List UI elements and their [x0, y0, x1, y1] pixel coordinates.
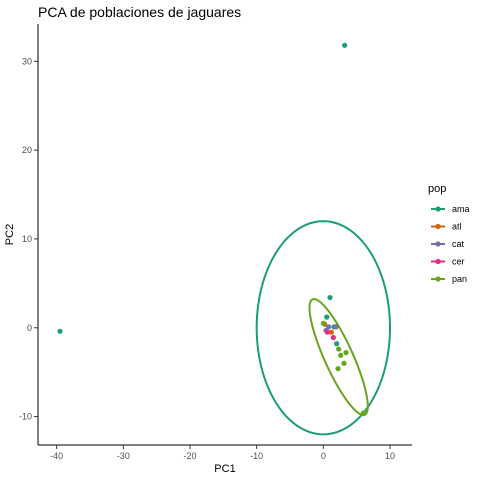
point-pan-2	[341, 360, 347, 366]
y-axis-label: PC2	[4, 224, 16, 245]
legend-label-atl: atl	[452, 222, 462, 232]
legend-title: pop	[428, 183, 446, 195]
chart-title: PCA de poblaciones de jaguares	[38, 4, 241, 20]
x-axis-label: PC1	[214, 463, 235, 475]
point-pan-5	[336, 346, 342, 352]
legend-label-cat: cat	[452, 239, 465, 249]
x-tick-label-5: 10	[385, 451, 395, 461]
legend-label-cer: cer	[452, 257, 465, 267]
x-tick-label-4: 0	[321, 451, 326, 461]
point-cer-1	[330, 334, 336, 341]
point-ama-3	[324, 314, 330, 320]
point-pan-1	[335, 366, 341, 372]
point-cat-1	[333, 324, 339, 330]
legend-key-dot-cat	[435, 241, 441, 247]
legend-key-dot-pan	[435, 276, 441, 282]
point-atl-1	[328, 329, 334, 335]
point-ama-1	[342, 42, 348, 48]
legend-label-ama: ama	[452, 204, 470, 214]
x-tick-label-3: -10	[250, 451, 263, 461]
point-ama-4	[334, 341, 340, 347]
point-pan-3	[338, 352, 344, 358]
point-pan-6	[320, 320, 326, 326]
point-ama-0	[57, 328, 63, 334]
legend-key-dot-cer	[435, 258, 441, 265]
point-pan-0	[360, 410, 366, 416]
y-tick-label-2: 10	[22, 234, 32, 244]
ellipse-ama	[255, 220, 392, 436]
x-tick-label-0: -40	[50, 451, 63, 461]
point-ama-2	[327, 294, 333, 301]
point-cer-0	[324, 329, 330, 335]
x-tick-label-1: -30	[117, 451, 130, 461]
point-pan-4	[343, 350, 349, 356]
y-tick-label-3: 20	[22, 145, 32, 155]
y-tick-label-4: 30	[22, 56, 32, 66]
y-tick-label-0: -10	[19, 412, 32, 422]
legend-key-dot-atl	[435, 223, 441, 230]
ellipse-pan	[308, 298, 369, 417]
point-cat-0	[326, 324, 332, 330]
y-tick-label-1: 0	[27, 323, 32, 333]
x-tick-label-2: -20	[183, 451, 196, 461]
legend-label-pan: pan	[452, 274, 467, 284]
legend-key-dot-ama	[435, 206, 441, 212]
